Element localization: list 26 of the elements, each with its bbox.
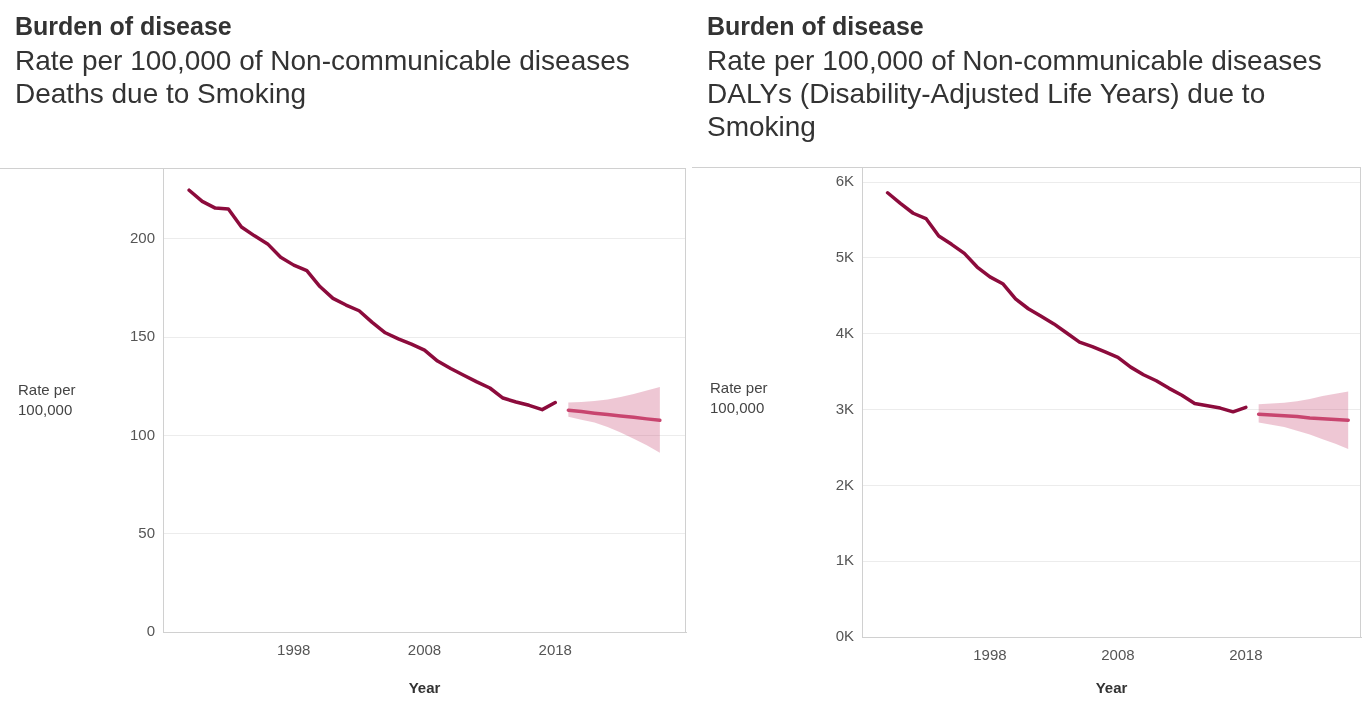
y-tick-label: 0K: [835, 627, 854, 645]
y-tick-label: 1K: [835, 551, 854, 569]
chart-title: Burden of disease: [15, 12, 232, 41]
y-tick-label: 0: [146, 622, 155, 640]
y-tick-label: 5K: [835, 248, 854, 266]
x-tick-label: 2008: [407, 641, 442, 659]
y-tick-label: 3K: [835, 399, 854, 417]
chart-subtitle: Rate per 100,000 of Non-communicable diseases DALYs (Disability-Adjusted Life Years) due to Smoking: [707, 44, 1323, 143]
y-tick-label: 200: [129, 228, 155, 246]
y-tick-label: 100: [129, 425, 155, 443]
y-axis-title: Rate per 100,000: [18, 380, 77, 420]
y-tick-label: 6K: [835, 172, 854, 190]
x-tick-label: 2018: [1229, 646, 1263, 664]
y-tick-label: 2K: [835, 475, 854, 493]
y-tick-label: 50: [138, 523, 155, 541]
chart-title: Burden of disease: [707, 12, 924, 41]
x-axis-title: Year: [408, 679, 441, 697]
x-tick-label: 2018: [538, 641, 572, 659]
y-tick-label: 150: [129, 327, 155, 345]
x-axis-title: Year: [1095, 679, 1128, 697]
y-axis-title: Rate per 100,000: [710, 378, 769, 418]
chart-subtitle: Rate per 100,000 of Non-communicable diseases Deaths due to Smoking: [15, 44, 631, 110]
x-tick-label: 1998: [973, 646, 1007, 664]
x-tick-label: 1998: [277, 641, 311, 659]
y-tick-label: 4K: [835, 323, 854, 341]
x-tick-label: 2008: [1101, 646, 1135, 664]
